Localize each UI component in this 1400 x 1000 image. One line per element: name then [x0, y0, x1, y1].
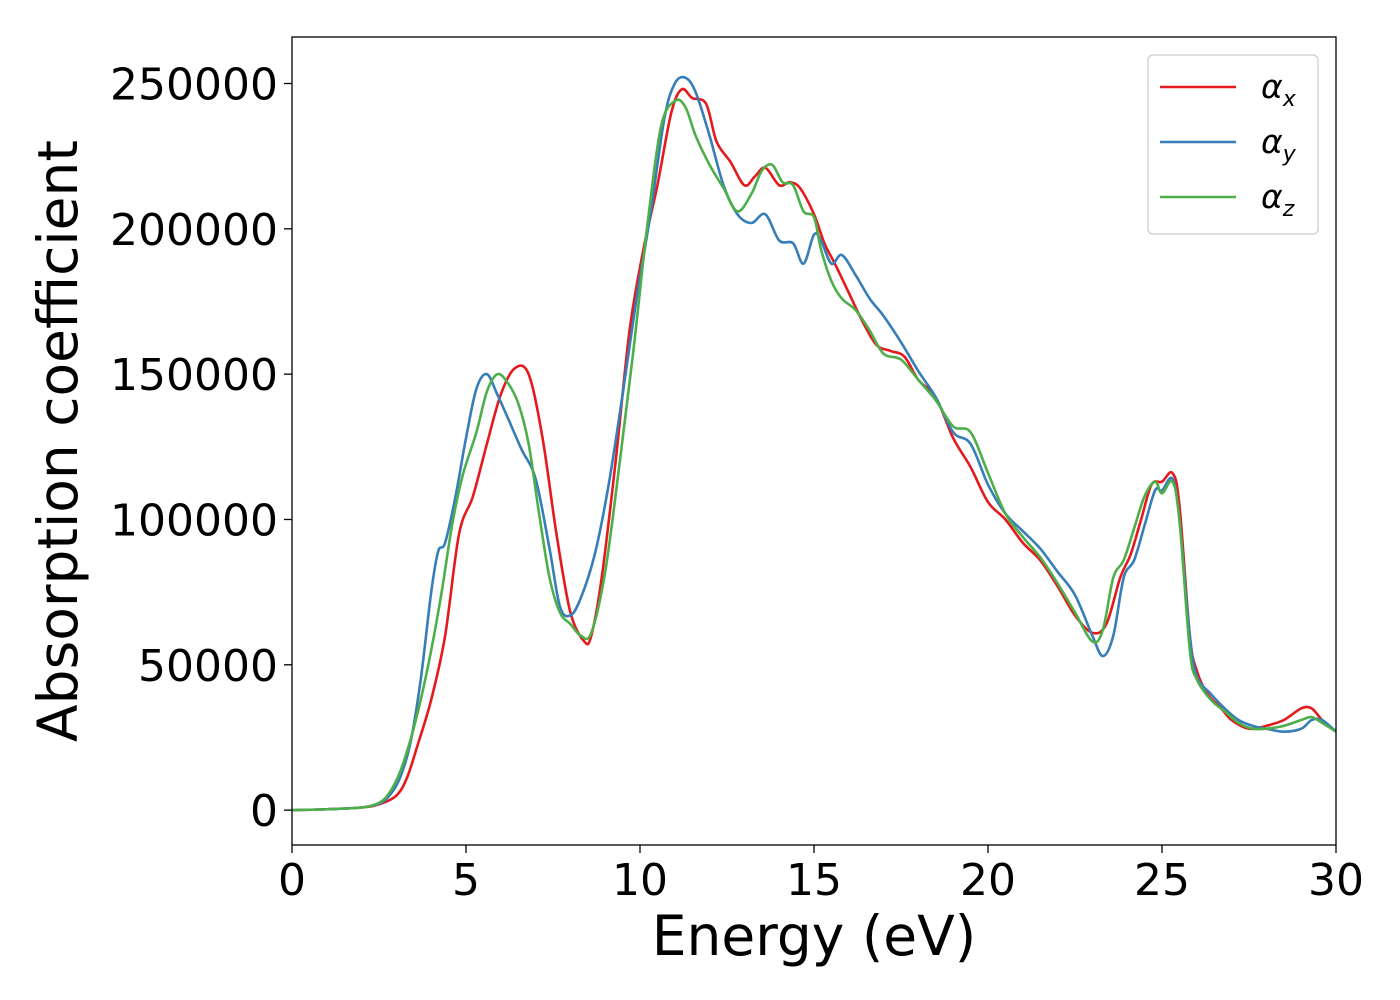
x-tick-label: 25	[1134, 855, 1190, 906]
legend-box	[1147, 54, 1319, 235]
x-axis-ticks: 0 5 10 15 20 25 30	[278, 845, 1364, 906]
legend-label-x: αx	[1261, 67, 1297, 112]
series-line-z	[291, 98, 1337, 812]
legend-label-z: αz	[1261, 177, 1295, 222]
x-axis-title: Energy (eV)	[652, 904, 976, 968]
series-line-x	[291, 87, 1337, 812]
legend-label-y: αy	[1261, 122, 1297, 167]
y-tick-label: 50000	[138, 641, 278, 692]
y-tick-label: 150000	[110, 350, 278, 401]
x-tick-label: 20	[960, 855, 1016, 906]
y-axis-ticks: 0 50000 100000 150000 200000 250000	[110, 60, 292, 837]
x-tick-label: 5	[452, 855, 480, 906]
y-tick-label: 100000	[110, 495, 278, 546]
x-tick-label: 15	[786, 855, 842, 906]
legend: αx αy αz	[1147, 54, 1319, 235]
y-tick-label: 250000	[110, 60, 278, 111]
y-tick-label: 200000	[110, 205, 278, 256]
plot-lines	[291, 75, 1337, 812]
x-tick-label: 10	[612, 855, 668, 906]
y-tick-label: 0	[250, 786, 278, 837]
x-tick-label: 30	[1308, 855, 1364, 906]
series-line-y	[291, 75, 1337, 812]
x-tick-label: 0	[278, 855, 306, 906]
y-axis-title: Absorption coefficient	[26, 140, 90, 742]
